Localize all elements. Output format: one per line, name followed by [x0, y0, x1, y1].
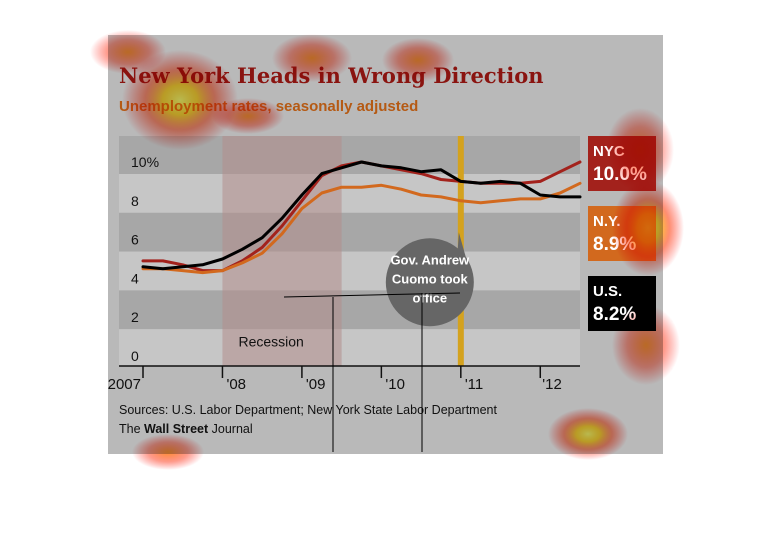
heat-spot — [612, 180, 684, 276]
heat-spot — [132, 434, 204, 470]
band — [119, 290, 580, 330]
x-tick-label: 2007 — [108, 376, 141, 393]
source-note: Sources: U.S. Labor Department; New York… — [119, 403, 497, 417]
y-tick-label: 10% — [131, 154, 159, 170]
series-lines — [141, 160, 582, 275]
x-tick-label: '12 — [542, 376, 562, 393]
heat-spot — [548, 408, 628, 460]
heat-spot — [612, 305, 680, 385]
y-axis: 10% 8 6 4 2 0 — [131, 154, 159, 364]
x-tick-label: '09 — [306, 376, 326, 393]
heat-spot — [212, 98, 284, 134]
heat-spot — [606, 108, 674, 192]
attention-heatmap-overlay — [90, 30, 684, 470]
heat-spot — [122, 50, 238, 150]
callout-line-3: office — [412, 290, 447, 305]
credit-prefix: The — [119, 422, 144, 436]
band — [119, 212, 580, 252]
end-label-name: U.S. — [593, 283, 622, 300]
y-tick-label: 0 — [131, 348, 139, 364]
x-axis: 2007 '08 '09 '10 '11 '12 — [108, 365, 580, 393]
x-tick-label: '08 — [226, 376, 246, 393]
credit-suffix: Journal — [208, 422, 252, 436]
recession-label: Recession — [238, 333, 303, 349]
background-bands — [119, 136, 580, 366]
credit-line: The Wall Street Journal — [119, 422, 253, 436]
x-tick-label: '11 — [465, 376, 483, 393]
heat-spot — [382, 38, 454, 82]
gaze-line — [283, 292, 461, 298]
event-callout: Gov. Andrew Cuomo took office — [385, 232, 474, 327]
y-tick-label: 6 — [131, 232, 139, 248]
band — [119, 329, 580, 366]
heat-spot — [272, 34, 352, 82]
credit-brand: Wall Street — [144, 422, 209, 436]
gaze-path-lines — [283, 292, 461, 452]
heat-spot — [90, 30, 166, 74]
y-tick-label: 4 — [131, 270, 139, 286]
band — [119, 174, 580, 213]
y-tick-label: 8 — [131, 193, 139, 209]
series-line — [141, 181, 582, 275]
callout-line-1: Gov. Andrew — [390, 252, 470, 267]
callout-bubble — [385, 238, 474, 327]
callout-pointer — [457, 232, 468, 265]
y-tick-label: 2 — [131, 309, 139, 325]
series-line — [141, 160, 582, 271]
x-tick-label: '10 — [385, 376, 405, 393]
callout-line-2: Cuomo took — [392, 271, 469, 286]
